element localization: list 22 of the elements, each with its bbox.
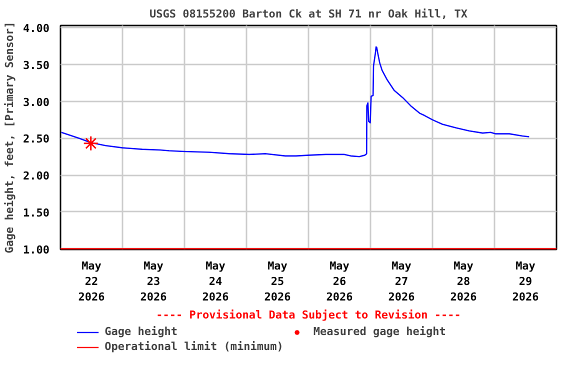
x-tick-label: May 23 2026 <box>140 260 168 304</box>
text: ---- Provisional Data Subject to Revision ---- <box>156 308 461 322</box>
chart-title: USGS 08155200 Barton Ck at SH 71 nr Oak Hill, TX <box>150 8 468 20</box>
x-tick-label: May 27 2026 <box>388 260 416 304</box>
x-tick-label: May 28 2026 <box>450 260 478 304</box>
legend-label: Gage height <box>104 325 178 338</box>
legend-label: Measured gage height <box>313 325 447 338</box>
y-axis-title: Gage height, feet, [Primary Sensor] <box>3 22 16 254</box>
x-tick-label: May 29 2026 <box>512 260 540 304</box>
line-series <box>60 46 530 158</box>
y-tick-label: 4.00 <box>23 22 50 36</box>
x-tick-label: May 25 2026 <box>264 260 292 304</box>
y-tick-label: 3.50 <box>23 59 50 72</box>
legend-label: Operational limit (minimum) <box>104 340 284 353</box>
y-tick-label: 2.50 <box>23 132 50 146</box>
y-tick-label: 3.00 <box>23 96 50 109</box>
x-tick-label: May 24 2026 <box>202 260 230 304</box>
x-tick-label: May 26 2026 <box>326 260 354 304</box>
x-tick-label: May 22 2026 <box>78 260 106 304</box>
y-tick-label: 1.50 <box>23 206 50 220</box>
y-tick-label: 2.00 <box>23 170 50 183</box>
y-tick-label: 1.00 <box>23 243 50 256</box>
